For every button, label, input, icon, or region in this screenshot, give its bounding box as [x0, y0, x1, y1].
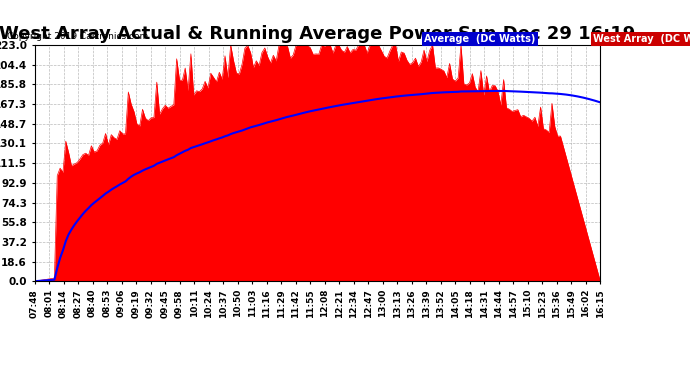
Text: West Array  (DC Watts): West Array (DC Watts): [593, 34, 690, 44]
Title: West Array Actual & Running Average Power Sun Dec 29 16:19: West Array Actual & Running Average Powe…: [0, 26, 635, 44]
Text: Average  (DC Watts): Average (DC Watts): [424, 34, 535, 44]
Text: Copyright 2019 Cartronics.com: Copyright 2019 Cartronics.com: [7, 32, 148, 41]
